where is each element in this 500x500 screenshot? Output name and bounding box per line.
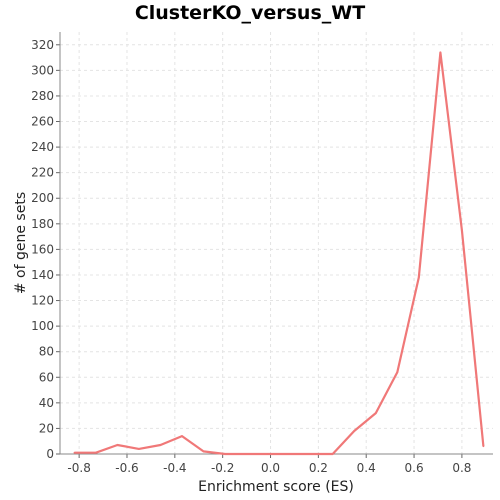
data-point bbox=[331, 453, 334, 455]
x-tick-label: 0.6 bbox=[405, 461, 424, 475]
y-tick-label: 180 bbox=[31, 217, 54, 231]
y-tick-label: 240 bbox=[31, 140, 54, 154]
y-tick-label: 140 bbox=[31, 268, 54, 282]
grid-lines bbox=[60, 32, 493, 455]
y-tick-label: 200 bbox=[31, 191, 54, 205]
y-tick-label: 220 bbox=[31, 166, 54, 180]
y-tick-label: 120 bbox=[31, 294, 54, 308]
series-layer bbox=[73, 51, 485, 456]
data-point bbox=[267, 453, 269, 455]
data-point bbox=[461, 229, 463, 232]
x-tick-label: 0.2 bbox=[309, 461, 328, 475]
data-point bbox=[353, 430, 356, 432]
y-tick-label: 0 bbox=[46, 447, 54, 461]
series-line bbox=[74, 51, 485, 456]
y-tick-label: 280 bbox=[31, 89, 54, 103]
data-point bbox=[181, 435, 183, 437]
x-tick-label: -0.8 bbox=[67, 461, 90, 475]
y-tick-label: 160 bbox=[31, 242, 54, 256]
data-point bbox=[224, 453, 226, 455]
data-point bbox=[439, 51, 442, 54]
data-point bbox=[202, 450, 205, 453]
data-point bbox=[288, 453, 291, 455]
y-tick-label: 100 bbox=[31, 319, 54, 333]
tick-labels: 0 20 40 60 80 100 120 140 160 180 200 220 240 260 280 3… bbox=[31, 38, 471, 475]
y-tick-label: 60 bbox=[39, 370, 54, 384]
data-point bbox=[159, 444, 162, 446]
y-tick-label: 320 bbox=[31, 38, 54, 52]
y-tick-label: 300 bbox=[31, 63, 54, 77]
x-tick-label: -0.4 bbox=[163, 461, 186, 475]
data-point bbox=[138, 448, 140, 450]
data-point bbox=[73, 451, 76, 454]
y-tick-label: 20 bbox=[39, 421, 54, 435]
data-point bbox=[116, 444, 119, 446]
data-point bbox=[374, 412, 377, 414]
y-axis-title: # of gene sets bbox=[13, 192, 29, 294]
x-axis-title: Enrichment score (ES) bbox=[198, 479, 354, 495]
y-tick-label: 80 bbox=[39, 345, 54, 359]
y-tick-label: 260 bbox=[31, 115, 54, 129]
x-tick-label: 0.0 bbox=[261, 461, 280, 475]
data-point bbox=[396, 371, 399, 373]
data-point bbox=[95, 451, 97, 454]
data-point bbox=[482, 445, 485, 448]
x-tick-label: -0.2 bbox=[211, 461, 234, 475]
data-point bbox=[418, 276, 420, 279]
y-tick-label: 40 bbox=[39, 396, 54, 410]
chart-title: ClusterKO_versus_WT bbox=[134, 2, 366, 24]
plot-background bbox=[60, 32, 493, 454]
x-tick-label: -0.6 bbox=[115, 461, 138, 475]
data-point bbox=[310, 453, 312, 455]
data-point bbox=[245, 453, 248, 455]
x-tick-label: 0.8 bbox=[452, 461, 471, 475]
x-tick-label: 0.4 bbox=[357, 461, 376, 475]
